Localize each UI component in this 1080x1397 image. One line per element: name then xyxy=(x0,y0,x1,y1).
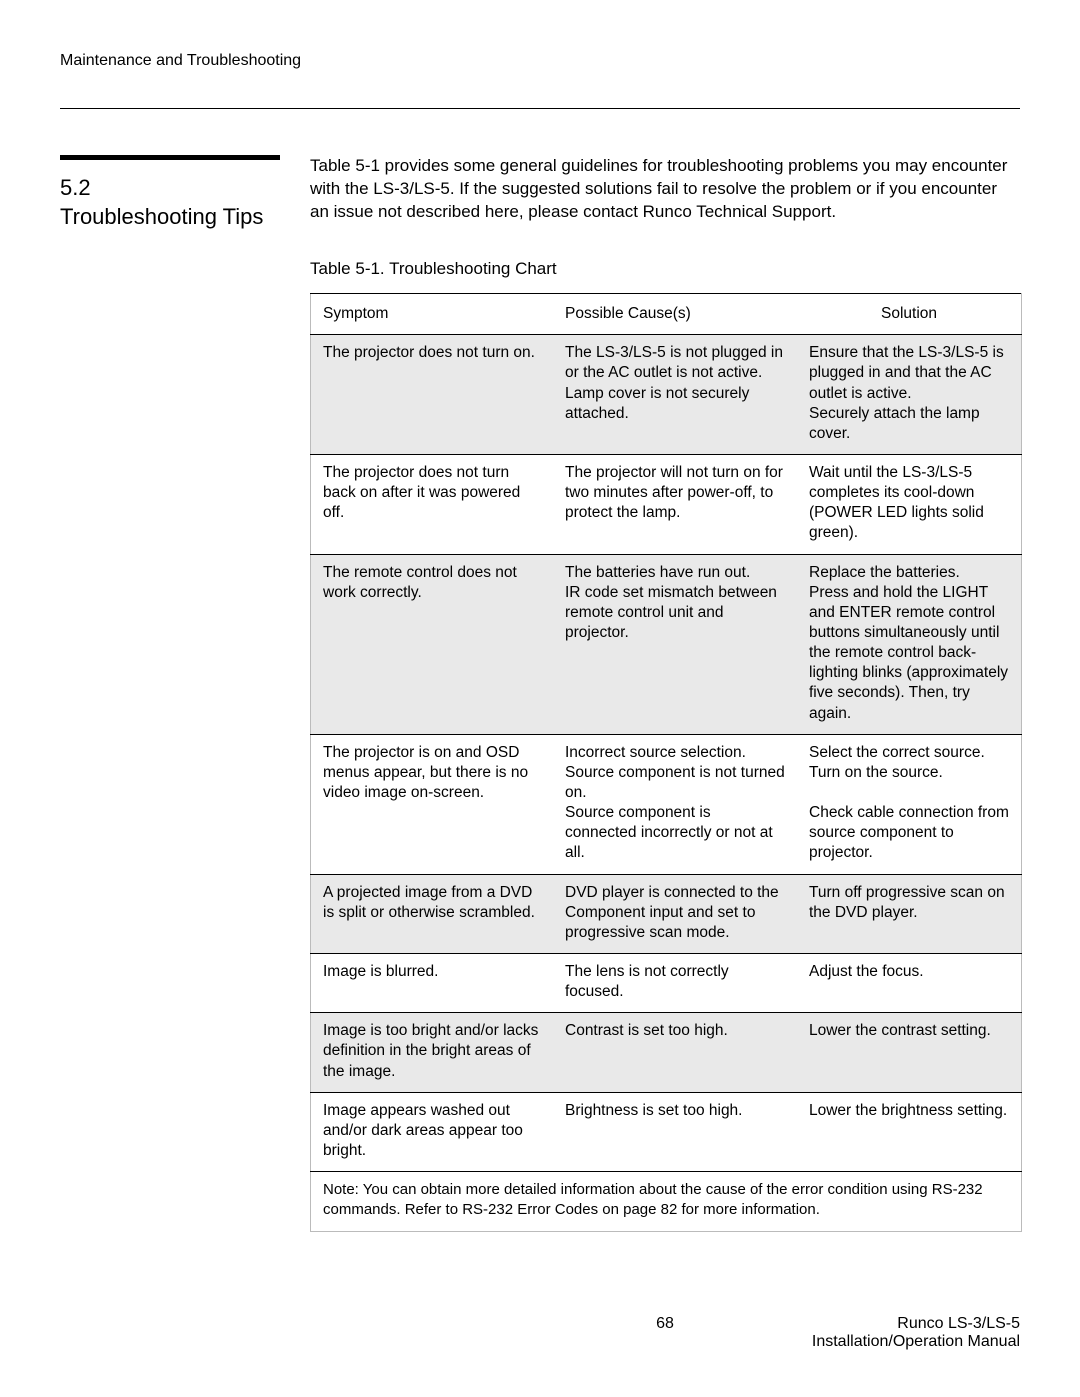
cell-solution: Select the correct source. Turn on the s… xyxy=(797,734,1022,874)
table-row: Image appears washed out and/or dark are… xyxy=(311,1092,1022,1171)
table-note: Note: You can obtain more detailed infor… xyxy=(311,1172,1022,1232)
cell-cause: The projector will not turn on for two m… xyxy=(553,455,797,555)
table-row: A projected image from a DVD is split or… xyxy=(311,874,1022,953)
section-bar xyxy=(60,155,280,160)
troubleshooting-table: Symptom Possible Cause(s) Solution The p… xyxy=(310,293,1022,1231)
col-solution: Solution xyxy=(797,294,1022,335)
table-row: Image is too bright and/or lacks definit… xyxy=(311,1013,1022,1092)
cell-cause: The LS-3/LS-5 is not plugged in or the A… xyxy=(553,335,797,455)
cell-cause: Contrast is set too high. xyxy=(553,1013,797,1092)
cell-symptom: Image is blurred. xyxy=(311,953,554,1012)
cell-symptom: Image appears washed out and/or dark are… xyxy=(311,1092,554,1171)
header-rule xyxy=(60,108,1020,109)
cell-symptom: The projector is on and OSD menus appear… xyxy=(311,734,554,874)
intro-paragraph: Table 5-1 provides some general guidelin… xyxy=(310,155,1020,224)
cell-symptom: The projector does not turn on. xyxy=(311,335,554,455)
section-title: Troubleshooting Tips xyxy=(60,203,310,232)
table-row: Image is blurred.The lens is not correct… xyxy=(311,953,1022,1012)
cell-solution: Adjust the focus. xyxy=(797,953,1022,1012)
cell-solution: Wait until the LS-3/LS-5 completes its c… xyxy=(797,455,1022,555)
table-row: The remote control does not work correct… xyxy=(311,554,1022,734)
running-head: Maintenance and Troubleshooting xyxy=(60,52,1020,70)
table-header-row: Symptom Possible Cause(s) Solution xyxy=(311,294,1022,335)
page-number: 68 xyxy=(656,1315,674,1332)
cell-solution: Lower the brightness setting. xyxy=(797,1092,1022,1171)
cell-cause: Brightness is set too high. xyxy=(553,1092,797,1171)
col-symptom: Symptom xyxy=(311,294,554,335)
cell-symptom: The projector does not turn back on afte… xyxy=(311,455,554,555)
cell-solution: Turn off progressive scan on the DVD pla… xyxy=(797,874,1022,953)
cell-cause: Incorrect source selection. Source compo… xyxy=(553,734,797,874)
cell-symptom: A projected image from a DVD is split or… xyxy=(311,874,554,953)
page-footer: 68 Runco LS-3/LS-5 Installation/Operatio… xyxy=(60,1315,1020,1351)
cell-solution: Ensure that the LS-3/LS-5 is plugged in … xyxy=(797,335,1022,455)
cell-symptom: The remote control does not work correct… xyxy=(311,554,554,734)
manual-title: Runco LS-3/LS-5 Installation/Operation M… xyxy=(783,1315,1020,1351)
cell-cause: DVD player is connected to the Component… xyxy=(553,874,797,953)
table-row: The projector does not turn on.The LS-3/… xyxy=(311,335,1022,455)
cell-cause: The batteries have run out. IR code set … xyxy=(553,554,797,734)
col-cause: Possible Cause(s) xyxy=(553,294,797,335)
table-row: The projector is on and OSD menus appear… xyxy=(311,734,1022,874)
cell-solution: Replace the batteries. Press and hold th… xyxy=(797,554,1022,734)
table-caption: Table 5-1. Troubleshooting Chart xyxy=(310,259,1020,279)
cell-symptom: Image is too bright and/or lacks definit… xyxy=(311,1013,554,1092)
table-note-row: Note: You can obtain more detailed infor… xyxy=(311,1172,1022,1232)
section-number: 5.2 xyxy=(60,174,310,203)
cell-solution: Lower the contrast setting. xyxy=(797,1013,1022,1092)
cell-cause: The lens is not correctly focused. xyxy=(553,953,797,1012)
table-row: The projector does not turn back on afte… xyxy=(311,455,1022,555)
